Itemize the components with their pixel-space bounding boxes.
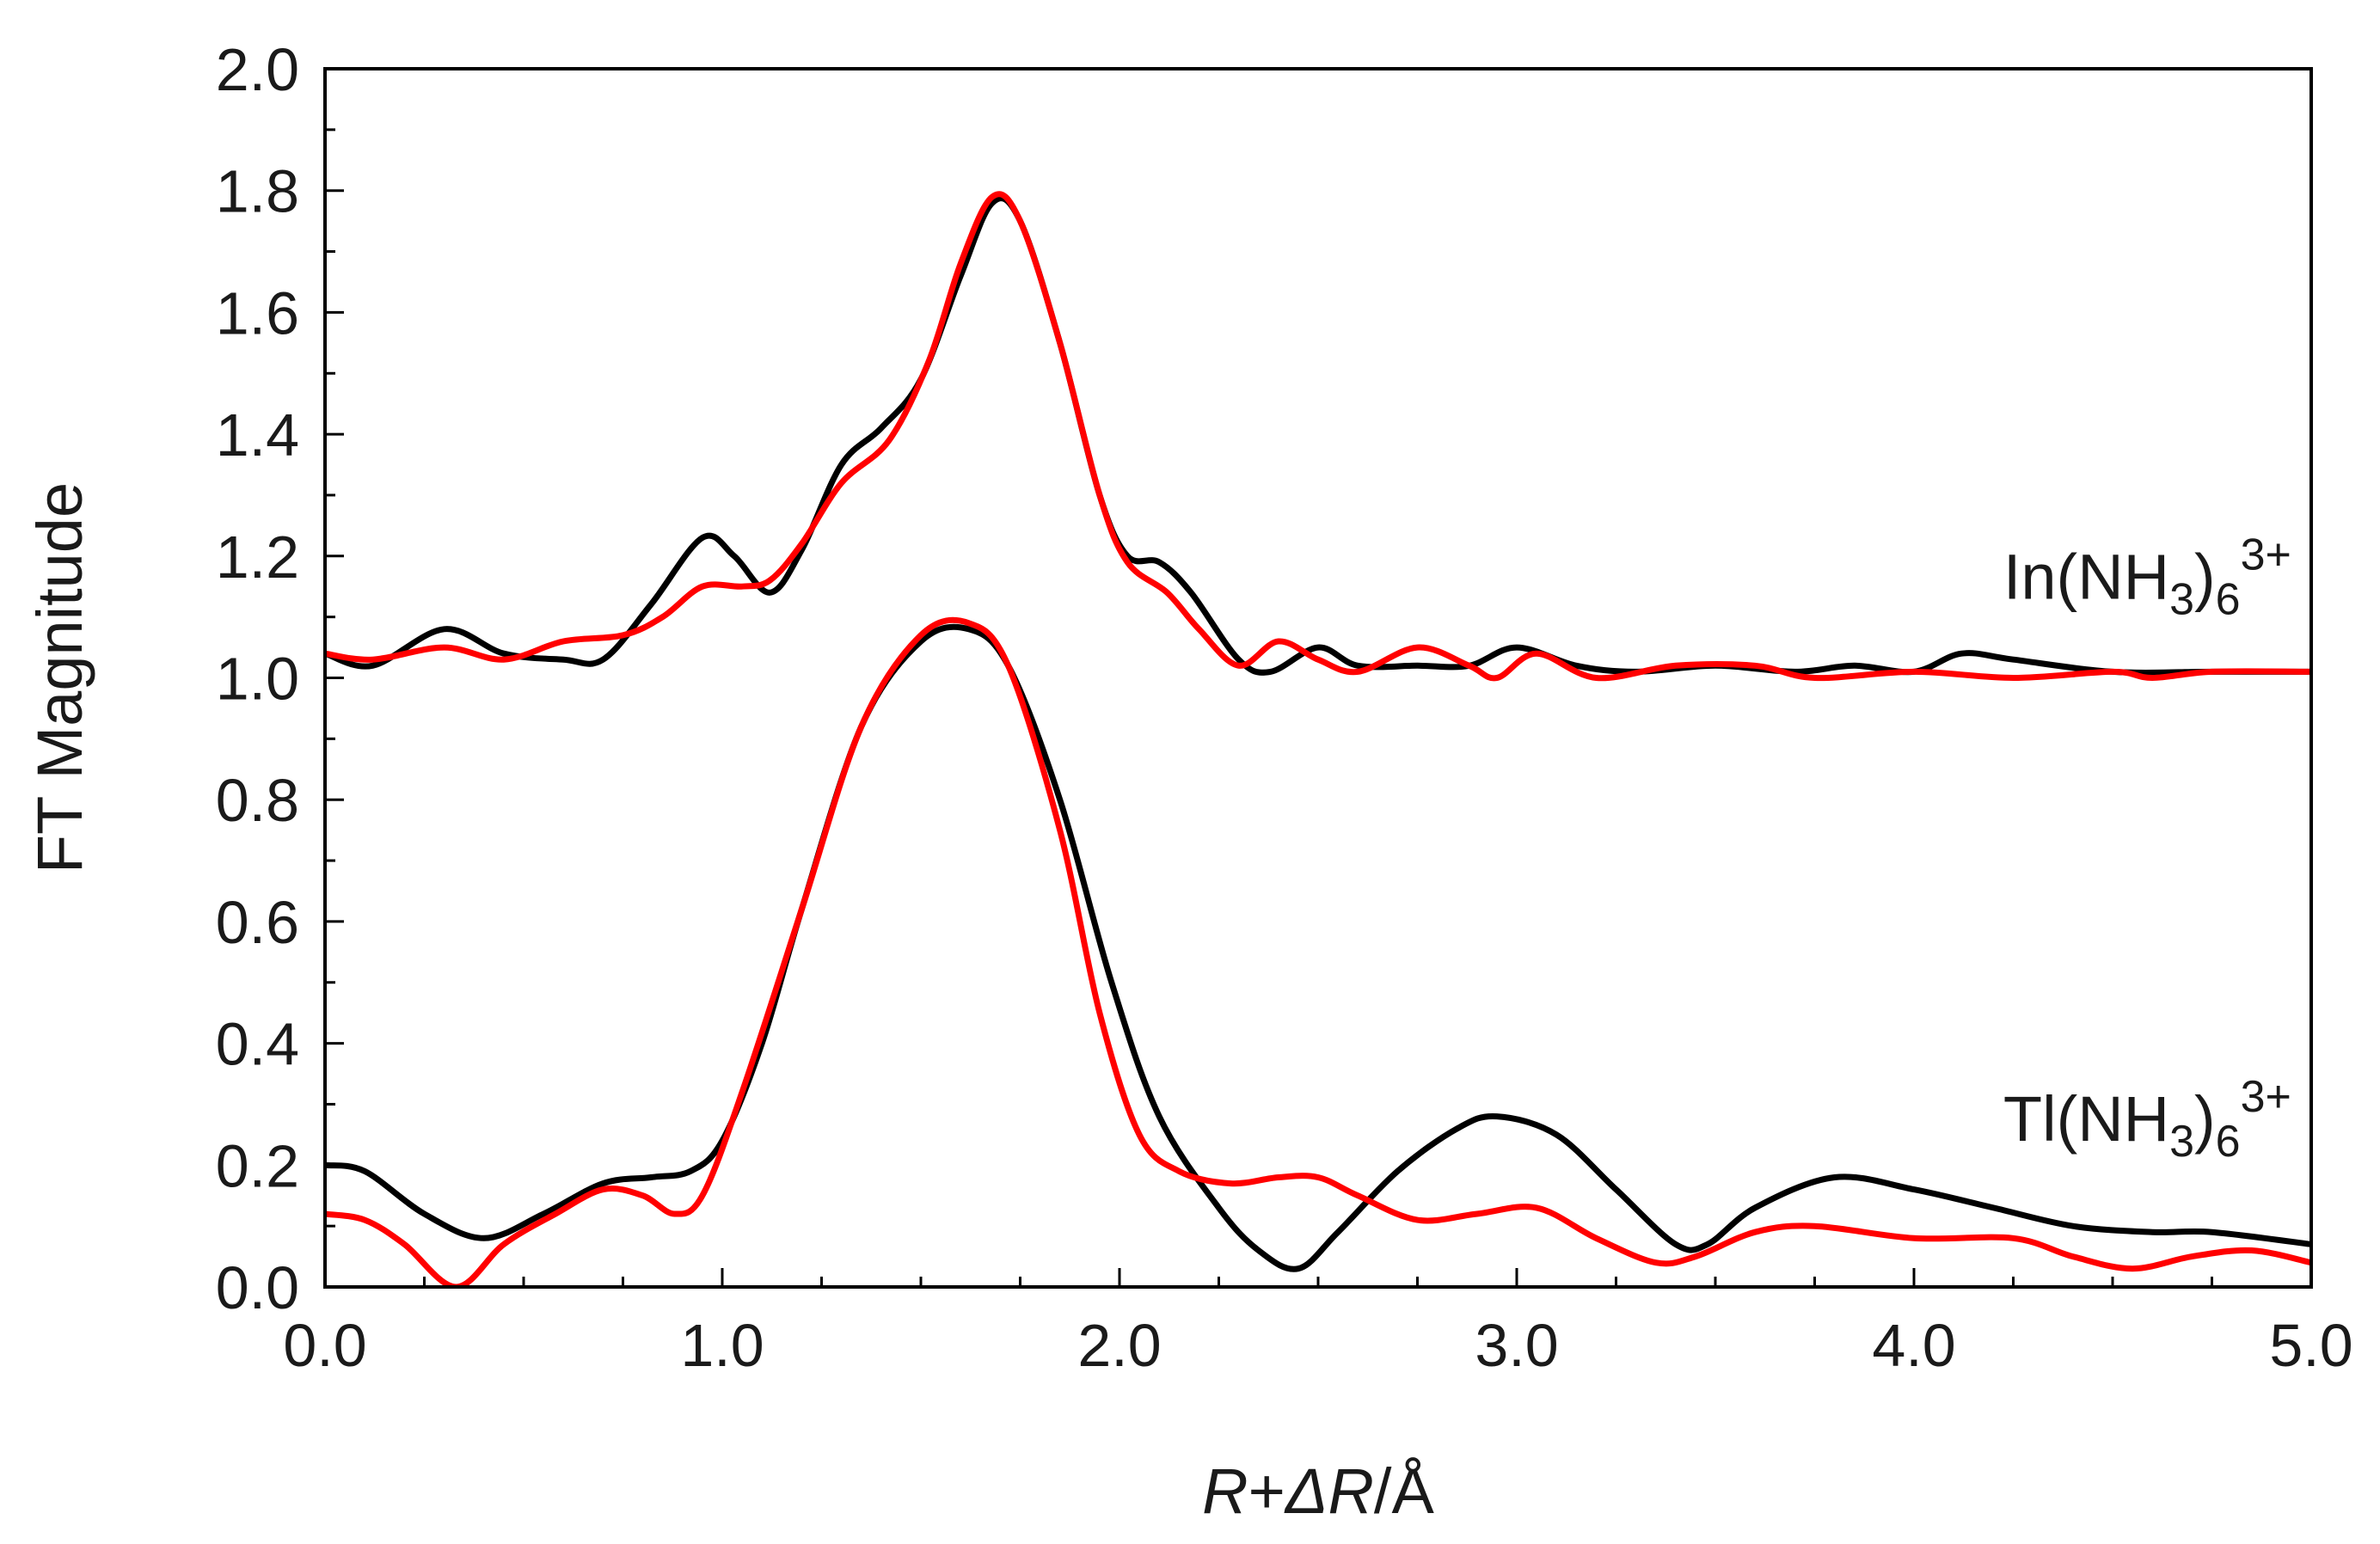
series-group bbox=[325, 191, 2311, 1287]
y-tick-label: 0.8 bbox=[216, 767, 299, 834]
y-tick-label: 0.6 bbox=[216, 889, 299, 956]
x-axis-title: R+ΔR/Å bbox=[1202, 1455, 1434, 1527]
x-tick-label: 4.0 bbox=[1872, 1312, 1955, 1379]
x-tick-label: 2.0 bbox=[1077, 1312, 1161, 1379]
series-layer bbox=[325, 191, 2311, 1287]
y-tick-label: 0.2 bbox=[216, 1132, 299, 1199]
labels-layer: In(NH3)63+ Tl(NH3)63+ bbox=[2003, 530, 2291, 1167]
y-tick-label: 0.4 bbox=[216, 1011, 299, 1078]
y-tick-label: 1.0 bbox=[216, 646, 299, 713]
y-tick-label: 1.6 bbox=[216, 279, 299, 346]
tl-fit-line bbox=[325, 616, 2311, 1287]
y-tick-label: 0.0 bbox=[216, 1254, 299, 1321]
tl-label: Tl(NH3)63+ bbox=[2003, 1072, 2291, 1167]
x-tick-label: 1.0 bbox=[680, 1312, 764, 1379]
y-tick-label: 1.2 bbox=[216, 524, 299, 591]
y-tick-label: 1.4 bbox=[216, 401, 299, 469]
y-tick-label: 2.0 bbox=[216, 36, 299, 103]
y-tick-label: 1.8 bbox=[216, 158, 299, 225]
x-tick-label: 5.0 bbox=[2269, 1312, 2352, 1379]
plot-frame bbox=[323, 67, 2313, 1289]
tl-experimental-line bbox=[325, 623, 2311, 1272]
y-axis-title: FT Magnitude bbox=[24, 482, 95, 873]
in-label: In(NH3)63+ bbox=[2003, 530, 2291, 624]
x-axis-title-plus: + bbox=[1248, 1455, 1285, 1527]
x-axis-title-unit: /Å bbox=[1374, 1455, 1435, 1527]
x-tick-label: 0.0 bbox=[283, 1312, 366, 1379]
in-fit-line bbox=[325, 191, 2311, 682]
x-axis-title-delta-r: ΔR bbox=[1284, 1455, 1374, 1527]
x-tick-label: 3.0 bbox=[1475, 1312, 1558, 1379]
ticks-layer: 0.0 1.0 2.0 3.0 4.0 5.0 0.0 0.2 0.4 0.6 0.8 1.0 1.2 1… bbox=[216, 36, 2353, 1379]
x-axis-title-r: R bbox=[1202, 1455, 1248, 1527]
